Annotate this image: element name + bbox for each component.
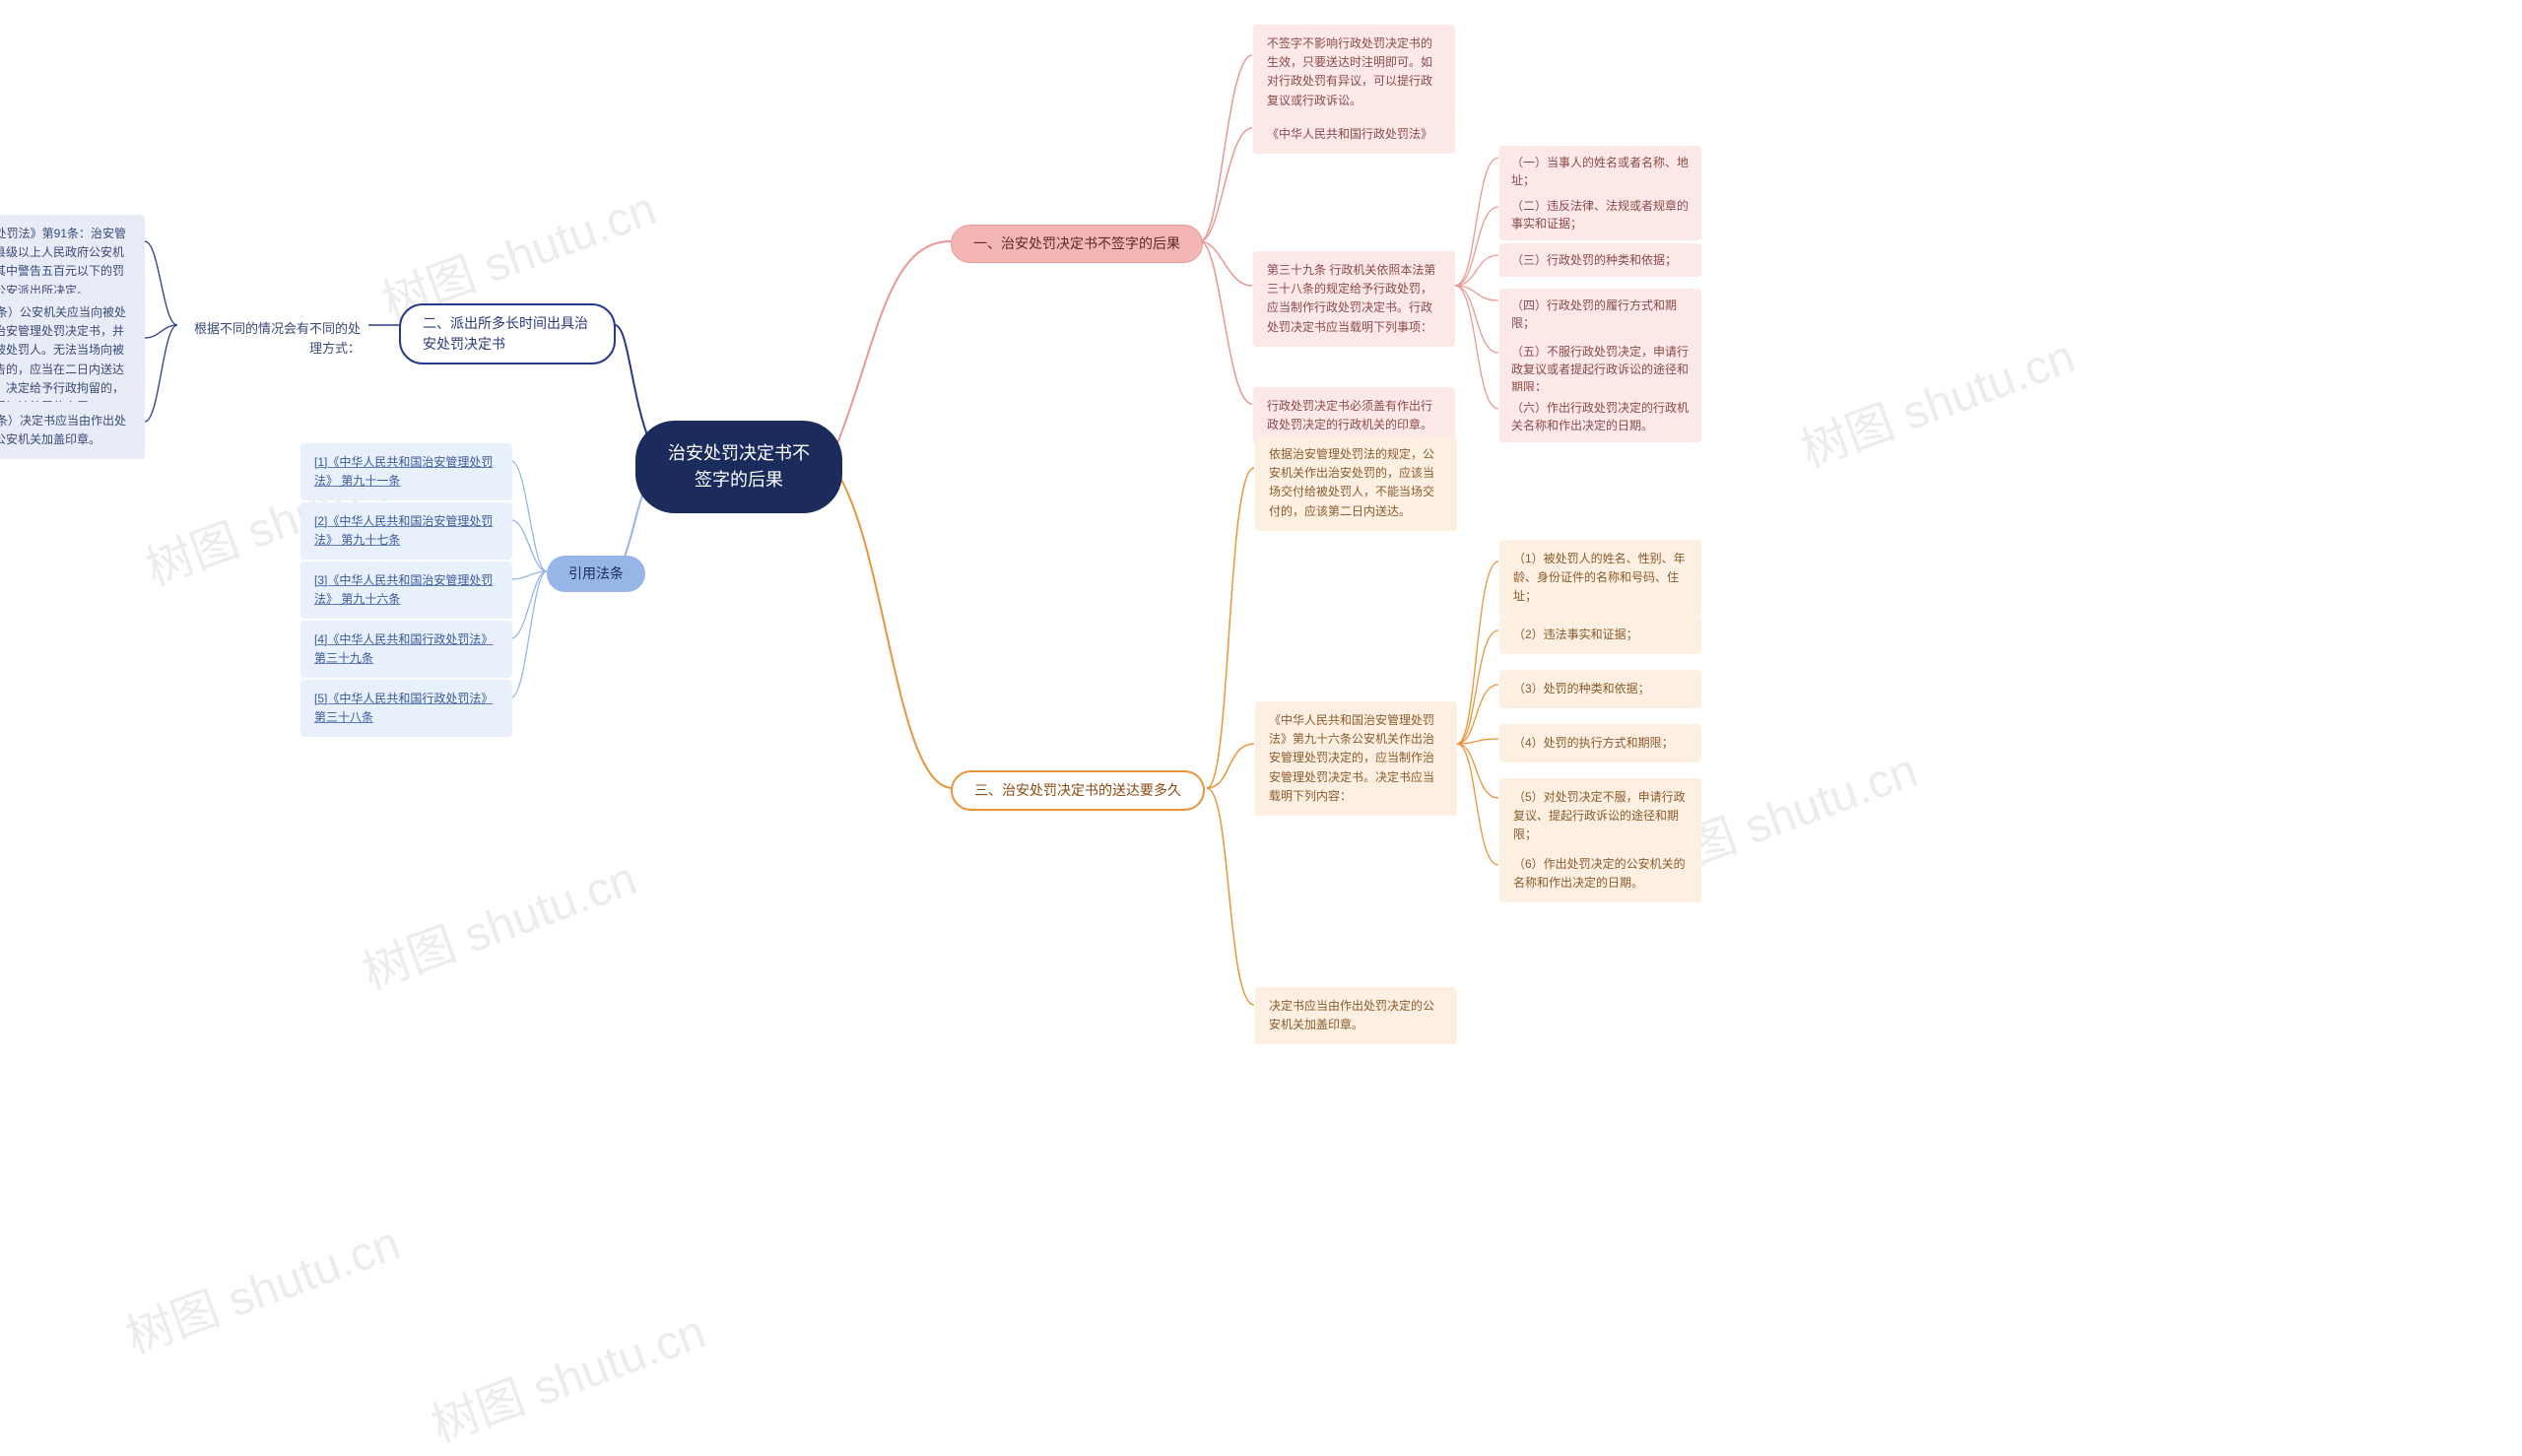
- watermark: 树图 shutu.cn: [421, 1292, 713, 1455]
- watermark: 树图 shutu.cn: [1790, 317, 2083, 480]
- b3-leaf: 《中华人民共和国治安管理处罚法》第九十六条公安机关作出治安管理处罚决定的，应当制…: [1255, 701, 1457, 816]
- b1-child: （六）作出行政处罚决定的行政机关名称和作出决定的日期。: [1499, 391, 1701, 442]
- watermark: 树图 shutu.cn: [115, 1204, 408, 1366]
- branch-4[interactable]: 引用法条: [547, 556, 645, 592]
- branch-3[interactable]: 三、治安处罚决定书的送达要多久: [951, 770, 1205, 811]
- b2-sublabel: 根据不同的情况会有不同的处理方式：: [179, 315, 368, 362]
- b3-child: （3）处罚的种类和依据；: [1499, 670, 1701, 708]
- central-node[interactable]: 治安处罚决定书不签字的后果: [635, 421, 842, 513]
- b4-leaf: [5]《中华人民共和国行政处罚法》 第三十八条: [300, 680, 512, 737]
- b3-child: （4）处罚的执行方式和期限；: [1499, 724, 1701, 762]
- b1-child: （二）违反法律、法规或者规章的事实和证据；: [1499, 189, 1701, 240]
- b3-child: （5）对处罚决定不服，申请行政复议、提起行政诉讼的途径和期限；: [1499, 778, 1701, 855]
- b1-child: （四）行政处罚的履行方式和期限；: [1499, 289, 1701, 340]
- branch-2[interactable]: 二、派出所多长时间出具治安处罚决定书: [399, 303, 616, 364]
- b3-child: （2）违法事实和证据；: [1499, 616, 1701, 654]
- b3-leaf: 决定书应当由作出处罚决定的公安机关加盖印章。: [1255, 987, 1457, 1044]
- b4-leaf: [3]《中华人民共和国治安管理处罚法》 第九十六条: [300, 562, 512, 619]
- b1-leaf: 《中华人民共和国行政处罚法》: [1253, 115, 1455, 154]
- b3-leaf: 依据治安管理处罚法的规定，公安机关作出治安处罚的，应该当场交付给被处罚人，不能当…: [1255, 435, 1457, 531]
- b2-leaf: 3、（第96条）决定书应当由作出处罚决定的公安机关加盖印章。: [0, 402, 145, 459]
- b3-child: （6）作出处罚决定的公安机关的名称和作出决定的日期。: [1499, 845, 1701, 902]
- b4-leaf: [1]《中华人民共和国治安管理处罚法》 第九十一条: [300, 443, 512, 500]
- branch-1[interactable]: 一、治安处罚决定书不签字的后果: [951, 225, 1203, 263]
- watermark: 树图 shutu.cn: [352, 839, 644, 1002]
- b4-leaf: [2]《中华人民共和国治安管理处罚法》 第九十七条: [300, 502, 512, 560]
- b3-child: （1）被处罚人的姓名、性别、年龄、身份证件的名称和号码、住址；: [1499, 540, 1701, 617]
- b1-leaf: 第三十九条 行政机关依照本法第三十八条的规定给予行政处罚，应当制作行政处罚决定书…: [1253, 251, 1455, 347]
- b4-leaf: [4]《中华人民共和国行政处罚法》 第三十九条: [300, 621, 512, 678]
- b1-child: （三）行政处罚的种类和依据；: [1499, 243, 1701, 277]
- b1-leaf: 不签字不影响行政处罚决定书的生效，只要送达时注明即可。如对行政处罚有异议，可以提…: [1253, 25, 1455, 120]
